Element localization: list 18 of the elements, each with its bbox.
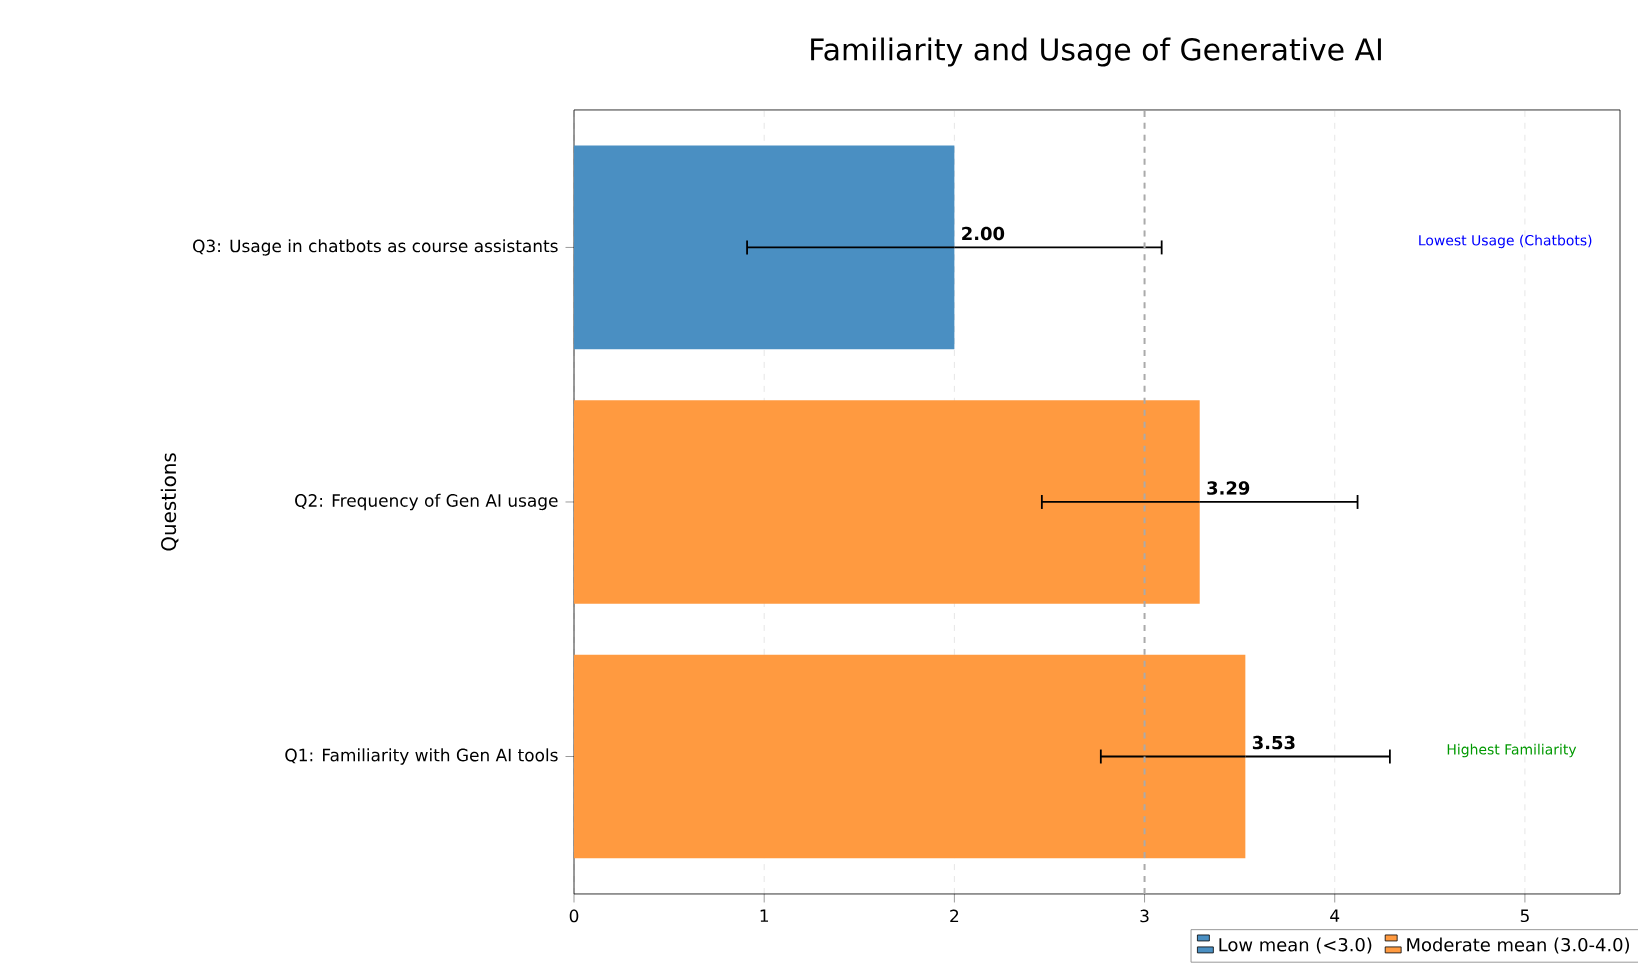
legend-label: Low mean (<3.0) — [1219, 937, 1372, 954]
bar — [574, 400, 1200, 604]
legend-label: Moderate mean (3.0-4.0) — [1407, 937, 1630, 954]
x-tick-label: 2 — [950, 909, 959, 923]
data-label: 3.29 — [1207, 481, 1250, 495]
data-label: 3.53 — [1252, 735, 1295, 750]
chart-title: Familiarity and Usage of Generative AI — [811, 37, 1381, 67]
y-axis-title: Questions — [160, 453, 179, 551]
x-tick-label: 1 — [760, 909, 769, 922]
bar — [574, 654, 1246, 859]
data-label: 2.00 — [962, 226, 1005, 241]
x-tick-label: 0 — [569, 909, 579, 923]
x-tick-label: 3 — [1140, 909, 1149, 923]
y-tick-label: Q2: Frequency of Gen AI usage — [295, 493, 558, 511]
y-tick-label: Q3: Usage in chatbots as course assistants — [193, 239, 558, 256]
x-tick-label: 5 — [1520, 909, 1529, 923]
x-tick-label: 4 — [1330, 909, 1340, 922]
y-tick-label: Q1: Familiarity with Gen AI tools — [285, 748, 558, 765]
